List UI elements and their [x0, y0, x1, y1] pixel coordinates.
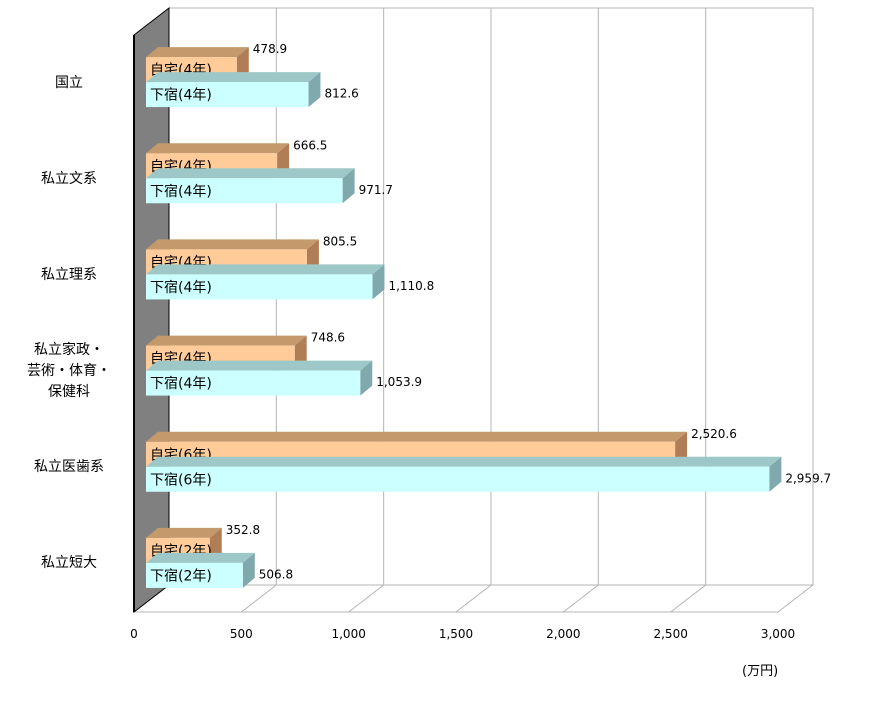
category-label: 私立理系 [10, 265, 128, 286]
bar-top-lodging [146, 552, 255, 563]
value-label-home: 2,520.6 [691, 427, 737, 441]
bar-top-home [146, 431, 688, 442]
bar-label-lodging: 下宿(6年) [150, 471, 212, 488]
gridline-floor [670, 584, 706, 613]
category-label-line: 国立 [55, 74, 83, 91]
gridline-floor [777, 584, 814, 613]
x-tick-label: 0 [130, 627, 138, 641]
value-label-home: 352.8 [226, 523, 260, 537]
bar-label-lodging: 下宿(4年) [150, 183, 212, 200]
gridline-floor [455, 584, 492, 613]
category-label-line: 芸術・体育・ [27, 363, 111, 380]
unit-label: (万円) [742, 664, 779, 679]
value-label-home: 478.9 [253, 42, 287, 56]
bar-lodging [146, 82, 309, 108]
value-label-lodging: 1,110.8 [388, 279, 434, 293]
gridline-floor [348, 584, 384, 613]
category-label-line: 私立短大 [41, 555, 97, 572]
value-label-lodging: 506.8 [259, 567, 293, 581]
x-tick-label: 3,000 [761, 627, 795, 641]
x-tick-label: 2,000 [546, 627, 580, 641]
bar-side-lodging [372, 264, 385, 300]
bar-top-lodging [146, 264, 385, 275]
bar-label-lodging: 下宿(2年) [150, 567, 212, 584]
category-label-line: 保健科 [48, 384, 90, 401]
bar-top-home [146, 47, 249, 58]
x-tick-label: 2,500 [653, 627, 687, 641]
bar-side-lodging [308, 72, 321, 108]
bar-top-lodging [146, 72, 321, 83]
category-label-line: 私立理系 [41, 266, 97, 283]
category-label-line: 私立文系 [41, 170, 97, 187]
category-label-line: 私立家政・ [34, 342, 104, 359]
bar-lodging [146, 178, 343, 204]
category-label: 私立医歯系 [10, 457, 128, 478]
bar-label-lodging: 下宿(4年) [150, 375, 212, 392]
category-label: 私立家政・芸術・体育・ 保健科 [10, 340, 128, 403]
bar-side-lodging [360, 360, 373, 396]
value-label-home: 666.5 [293, 138, 327, 152]
bar-top-home [146, 239, 319, 250]
bar-label-lodging: 下宿(4年) [150, 279, 212, 296]
bar-label-lodging: 下宿(4年) [150, 87, 212, 104]
bar-side-lodging [342, 168, 355, 204]
bar-lodging [146, 370, 361, 396]
x-tick-label: 1,000 [331, 627, 365, 641]
category-label: 私立短大 [10, 553, 128, 574]
bar-top-lodging [146, 168, 355, 179]
value-label-home: 748.6 [311, 331, 345, 345]
x-tick-label: 1,500 [439, 627, 473, 641]
bar-lodging [146, 274, 373, 300]
bar-top-home [146, 335, 307, 346]
category-label-line: 私立医歯系 [34, 459, 104, 476]
gridline-floor [563, 584, 599, 613]
value-label-lodging: 2,959.7 [785, 471, 831, 485]
bar-top-lodging [146, 360, 373, 371]
bar-lodging [146, 466, 770, 492]
category-label: 私立文系 [10, 169, 128, 190]
value-label-home: 805.5 [323, 234, 357, 248]
bar-top-home [146, 527, 222, 538]
bar-top-home [146, 143, 290, 154]
value-label-lodging: 971.7 [359, 183, 393, 197]
value-label-lodging: 812.6 [324, 87, 358, 101]
bar-side-lodging [242, 552, 255, 588]
category-label: 国立 [10, 73, 128, 94]
bar-lodging [146, 562, 243, 588]
x-tick-label: 500 [230, 627, 253, 641]
value-label-lodging: 1,053.9 [376, 375, 422, 389]
bar-side-lodging [769, 456, 782, 492]
bar-top-lodging [146, 456, 782, 467]
gridline-floor [241, 584, 277, 613]
